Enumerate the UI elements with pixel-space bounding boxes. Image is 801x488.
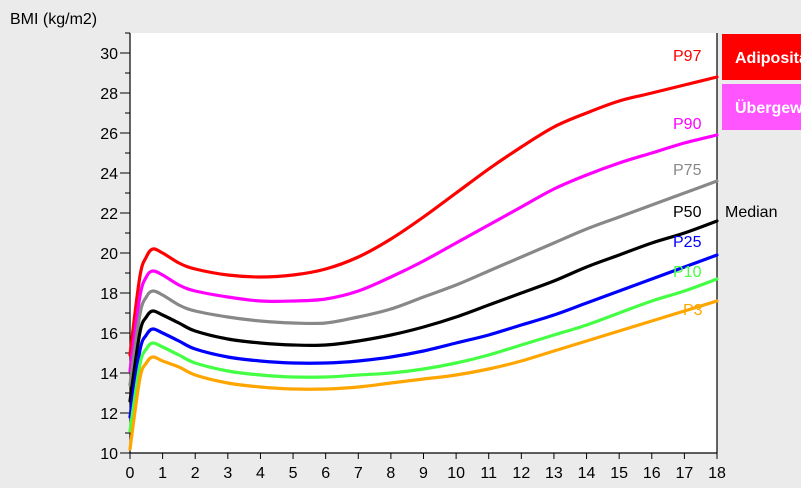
series-label-p90: P90 — [673, 116, 702, 133]
x-tick-label: 7 — [354, 465, 363, 482]
x-tick-label: 8 — [386, 465, 395, 482]
series-label-p75: P75 — [673, 162, 702, 179]
x-tick-label: 3 — [223, 465, 232, 482]
x-tick-label: 18 — [708, 465, 726, 482]
badge-adipositas — [722, 34, 801, 80]
category-badges: Adipositas Übergewicht — [722, 34, 801, 130]
series-line-p25 — [128, 253, 719, 419]
x-tick-label: 6 — [321, 465, 330, 482]
series-layer — [128, 75, 719, 451]
y-tick-label: 14 — [100, 366, 118, 383]
series-labels: P97 P90 P75 P50 P25 P10 P3 Median — [673, 48, 777, 319]
x-tick-label: 17 — [675, 465, 693, 482]
y-tick-label: 28 — [100, 86, 118, 103]
x-tick-label: 1 — [158, 465, 167, 482]
y-tick-label: 20 — [100, 246, 118, 263]
series-line-p97 — [128, 75, 719, 357]
x-tick-label: 10 — [447, 465, 465, 482]
plot-area — [130, 33, 717, 453]
x-tick-label: 16 — [643, 465, 661, 482]
series-line-p75 — [128, 179, 719, 387]
series-label-p10: P10 — [673, 264, 702, 281]
badge-label-adipositas: Adipositas — [735, 50, 801, 67]
series-line-p90 — [128, 133, 719, 373]
y-tick-label: 18 — [100, 286, 118, 303]
series-label-p3: P3 — [683, 302, 703, 319]
series-line-p3 — [128, 299, 719, 451]
x-tick-label: 4 — [256, 465, 265, 482]
x-tick-label: 2 — [191, 465, 200, 482]
y-tick-label: 30 — [100, 46, 118, 63]
series-label-p25: P25 — [673, 234, 702, 251]
badge-uebergewicht — [722, 84, 801, 130]
y-axis-label: BMI (kg/m2) — [10, 11, 97, 28]
y-tick-label: 16 — [100, 326, 118, 343]
series-label-p50: P50 — [673, 204, 702, 221]
x-tick-label: 15 — [610, 465, 628, 482]
series-label-p97: P97 — [673, 48, 702, 65]
series-line-p10 — [128, 277, 719, 433]
x-tick-label: 12 — [512, 465, 530, 482]
x-tick-label: 9 — [419, 465, 428, 482]
median-label: Median — [725, 204, 777, 221]
y-tick-label: 26 — [100, 126, 118, 143]
x-tick-label: 13 — [545, 465, 563, 482]
y-tick-label: 12 — [100, 406, 118, 423]
x-tick-label: 5 — [289, 465, 298, 482]
series-line-p50 — [128, 219, 719, 403]
x-tick-label: 14 — [578, 465, 596, 482]
x-tick-label: 11 — [480, 465, 497, 482]
y-tick-label: 10 — [100, 446, 118, 463]
badge-label-uebergewicht: Übergewicht — [735, 98, 801, 117]
y-tick-label: 22 — [100, 206, 118, 223]
x-tick-label: 0 — [126, 465, 135, 482]
y-tick-label: 24 — [100, 166, 118, 183]
